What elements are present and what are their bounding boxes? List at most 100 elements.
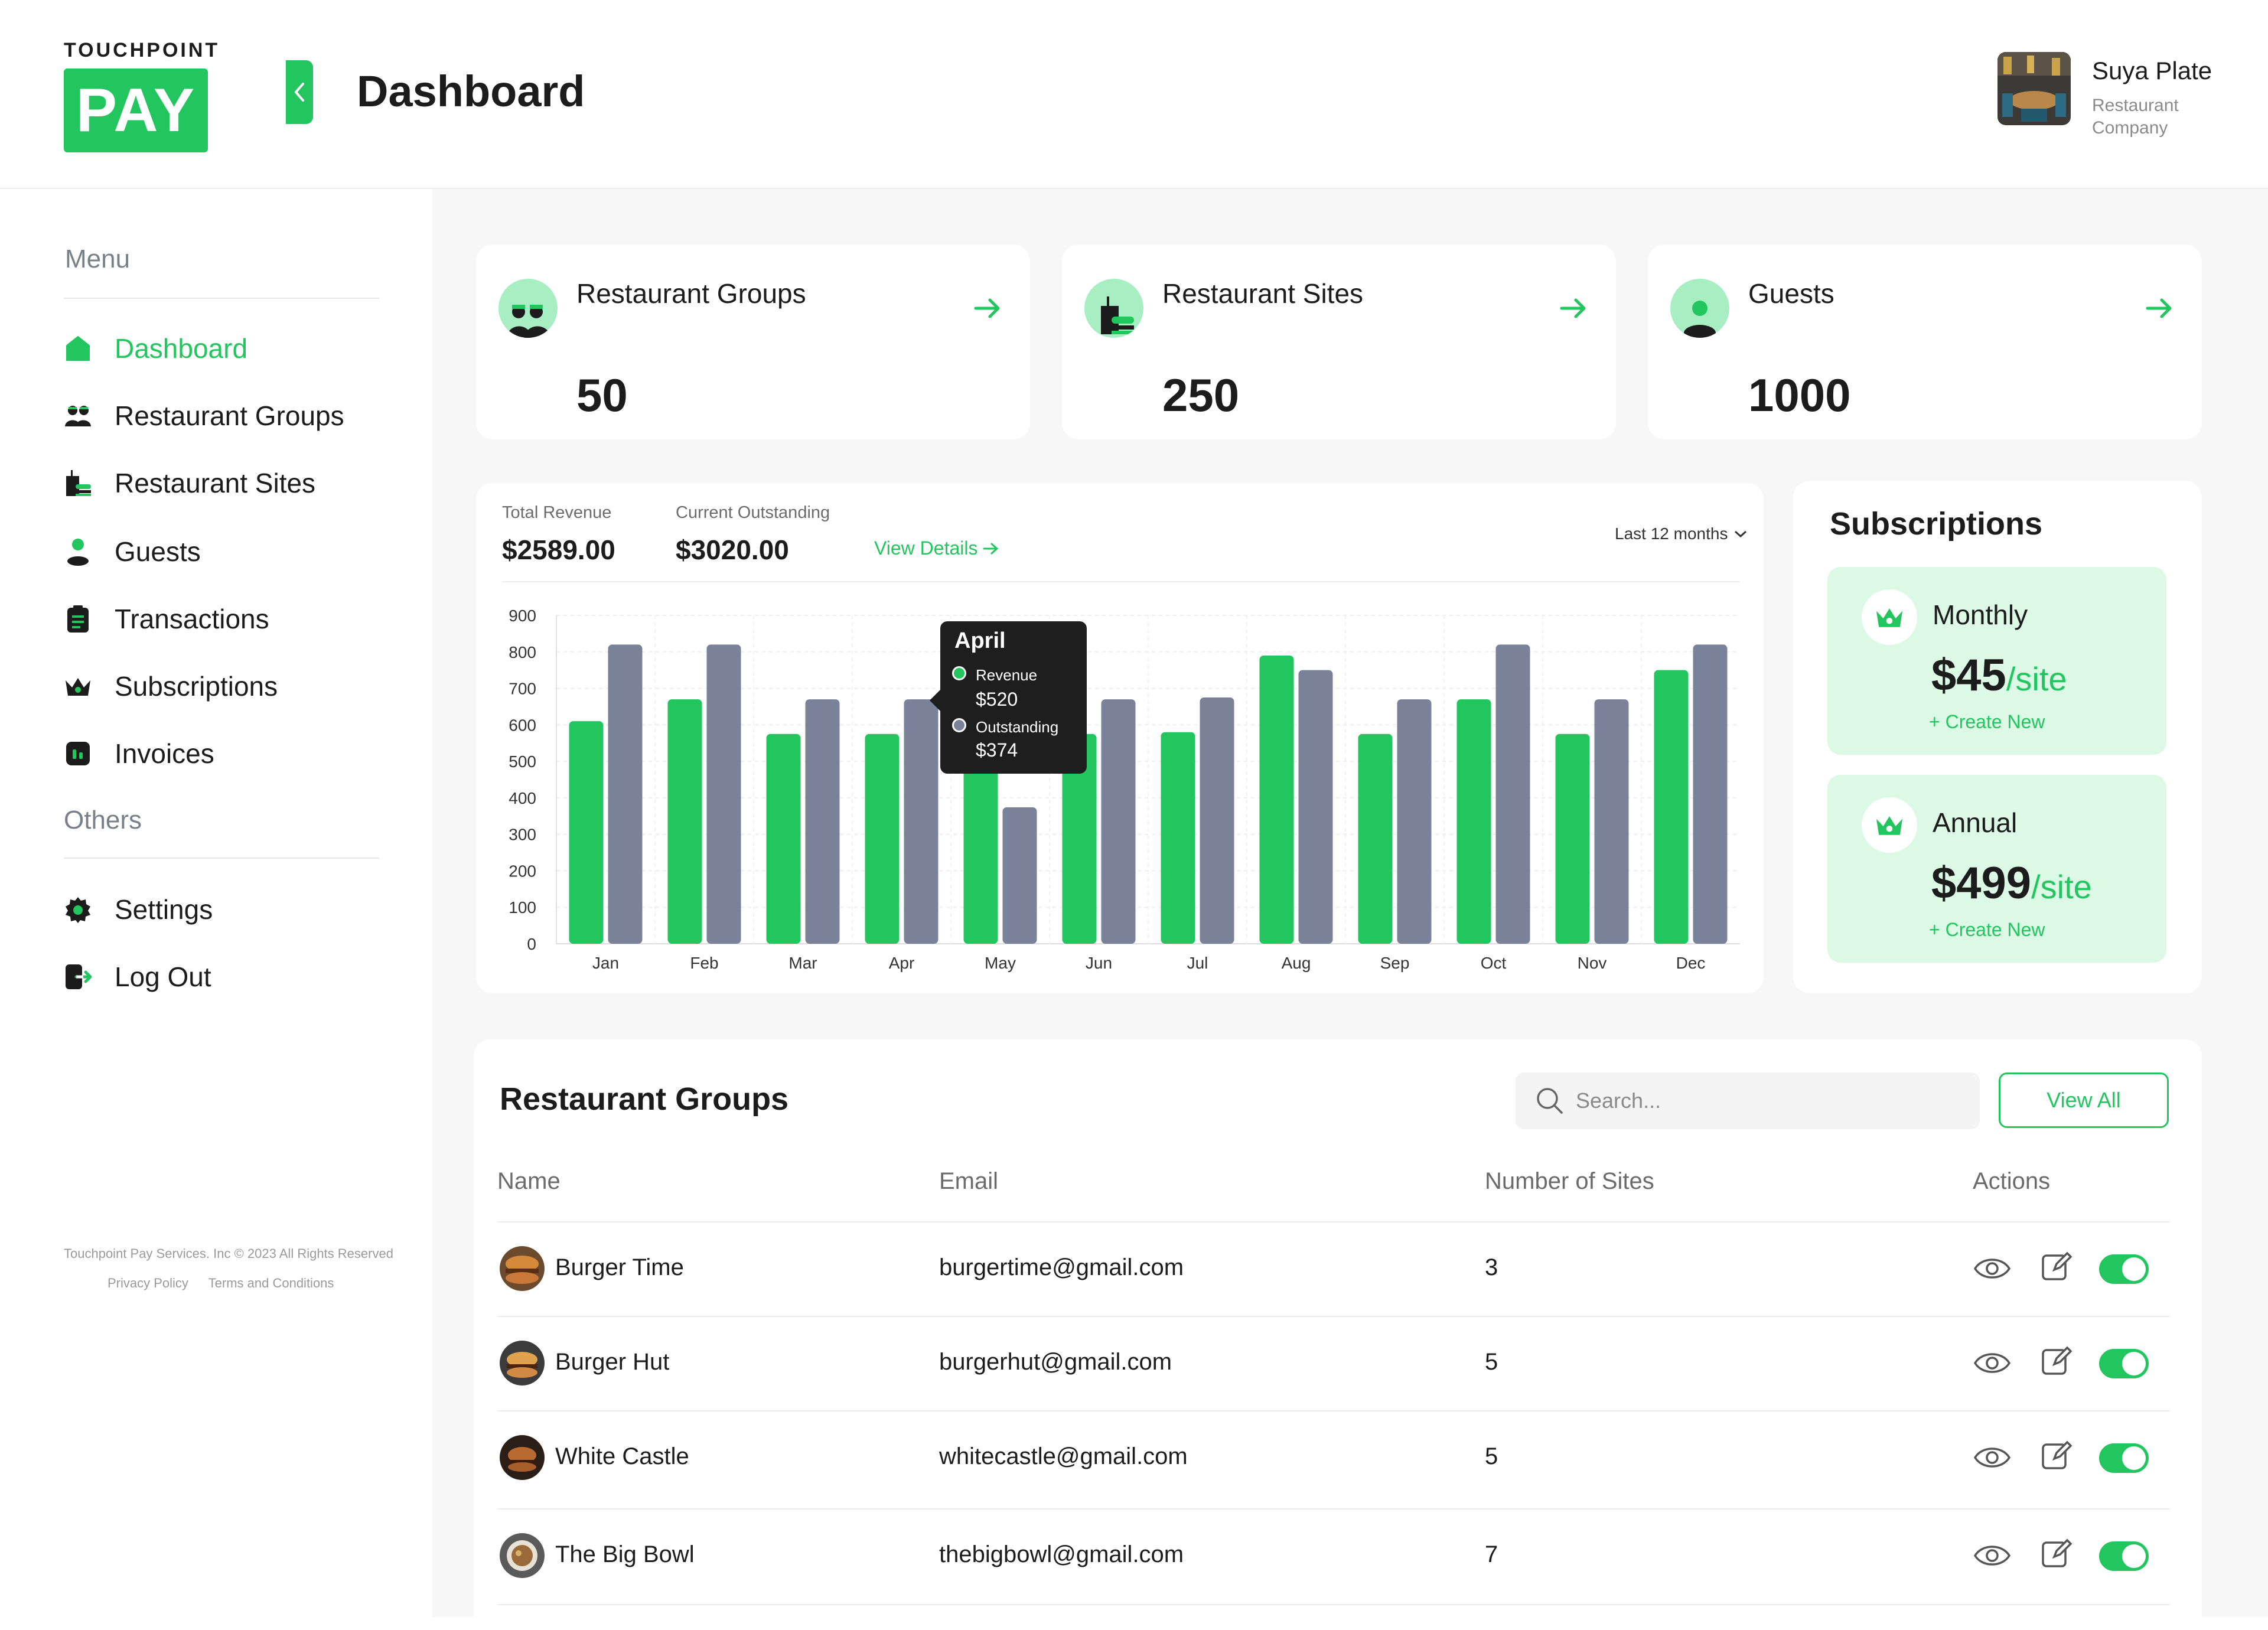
row-name: The Big Bowl <box>555 1541 695 1567</box>
status-toggle[interactable] <box>2099 1541 2149 1571</box>
bar-outstanding-mar <box>805 699 840 944</box>
sidebar-item-dashboard[interactable]: Dashboard <box>64 325 247 372</box>
sidebar-item-transactions[interactable]: Transactions <box>64 595 269 643</box>
x-tick-label: Jul <box>1187 954 1208 972</box>
outstanding-value: $3020.00 <box>676 534 789 565</box>
row-sites: 5 <box>1485 1349 1498 1375</box>
status-toggle[interactable] <box>2099 1443 2149 1473</box>
edit-icon[interactable] <box>2040 1437 2074 1472</box>
status-toggle[interactable] <box>2099 1349 2149 1378</box>
view-details-link[interactable]: View Details <box>874 537 1000 559</box>
bar-revenue-apr <box>865 734 900 944</box>
sidebar-item-settings[interactable]: Settings <box>64 886 213 933</box>
bar-outstanding-sep <box>1397 699 1432 944</box>
bar-revenue-nov <box>1555 734 1590 944</box>
stat-card-restaurant-groups[interactable]: Restaurant Groups 50 <box>476 244 1030 439</box>
date-range-value: Last 12 months <box>1615 524 1728 543</box>
edit-icon[interactable] <box>2040 1536 2074 1570</box>
sidebar-item-label: Log Out <box>115 961 211 992</box>
sidebar-item-subscriptions[interactable]: Subscriptions <box>64 663 278 710</box>
user-avatar[interactable] <box>1997 52 2071 125</box>
stat-value: 50 <box>576 369 628 421</box>
eye-icon[interactable] <box>1973 1347 2012 1380</box>
tooltip-pointer <box>930 690 940 711</box>
arrow-right-icon[interactable] <box>1557 292 1590 325</box>
stat-label: Guests <box>1748 278 1834 309</box>
sidebar-item-restaurant-groups[interactable]: Restaurant Groups <box>64 392 344 439</box>
eye-icon[interactable] <box>1973 1252 2012 1285</box>
create-new-monthly-button[interactable]: + Create New <box>1929 711 2045 732</box>
bar-revenue-sep <box>1358 734 1393 944</box>
plan-monthly[interactable]: Monthly $45/site + Create New <box>1827 567 2166 755</box>
divider <box>64 858 379 859</box>
arrow-right-icon[interactable] <box>971 292 1004 325</box>
bar-outstanding-dec <box>1693 644 1728 944</box>
revenue-chart-card: Total Revenue $2589.00 Current Outstandi… <box>476 483 1764 993</box>
brand-logo[interactable]: PAY <box>64 69 208 152</box>
column-header-actions: Actions <box>1973 1168 2051 1194</box>
row-name: Burger Hut <box>555 1349 670 1375</box>
bar-outstanding-may <box>1002 807 1037 944</box>
row-email: burgertime@gmail.com <box>939 1254 1184 1280</box>
search-input[interactable] <box>1575 1088 1931 1114</box>
stat-card-guests[interactable]: Guests 1000 <box>1648 244 2202 439</box>
terms-link[interactable]: Terms and Conditions <box>208 1276 334 1290</box>
row-avatar <box>500 1533 545 1578</box>
footer-links: Privacy Policy Terms and Conditions <box>107 1276 350 1291</box>
table-row[interactable]: Burger Time burgertime@gmail.com 3 <box>497 1221 2170 1317</box>
row-email: burgerhut@gmail.com <box>939 1349 1172 1375</box>
bar-revenue-jun <box>1062 734 1097 944</box>
eye-icon[interactable] <box>1973 1539 2012 1572</box>
restaurant-groups-title: Restaurant Groups <box>500 1081 789 1117</box>
edit-icon[interactable] <box>2040 1248 2074 1283</box>
sidebar-item-invoices[interactable]: Invoices <box>64 730 214 777</box>
bar-revenue-oct <box>1456 699 1491 944</box>
table-row[interactable]: The Big Bowl thebigbowl@gmail.com 7 <box>497 1508 2170 1605</box>
top-header: TOUCHPOINT PAY Dashboard Suya Plate Rest… <box>0 0 2268 189</box>
bar-revenue-may <box>963 754 998 944</box>
plan-price-unit: /site <box>2006 660 2067 697</box>
bar-outstanding-jan <box>608 644 643 944</box>
tooltip-title: April <box>954 628 1006 653</box>
create-new-label: Create New <box>1945 919 2045 940</box>
status-toggle[interactable] <box>2099 1254 2149 1284</box>
food-icon <box>64 469 92 497</box>
toggle-knob <box>2122 1257 2146 1281</box>
brand-wordmark: TOUCHPOINT <box>64 39 220 61</box>
outstanding-legend-dot <box>952 718 966 732</box>
table-row[interactable]: White Castle whitecastle@gmail.com 5 <box>497 1410 2170 1506</box>
revenue-legend-dot <box>952 666 966 680</box>
eye-icon[interactable] <box>1973 1441 2012 1474</box>
row-name: Burger Time <box>555 1254 684 1280</box>
sidebar-item-logout[interactable]: Log Out <box>64 953 211 1000</box>
edit-icon[interactable] <box>2040 1343 2074 1377</box>
y-tick-label: 900 <box>509 607 536 625</box>
page-title: Dashboard <box>357 67 585 116</box>
x-tick-label: Jan <box>592 954 619 972</box>
bar-revenue-aug <box>1259 655 1294 944</box>
x-tick-label: May <box>985 954 1016 972</box>
stat-card-restaurant-sites[interactable]: Restaurant Sites 250 <box>1062 244 1616 439</box>
privacy-policy-link[interactable]: Privacy Policy <box>107 1276 188 1290</box>
view-all-button[interactable]: View All <box>1999 1072 2169 1128</box>
search-box[interactable] <box>1516 1072 1980 1129</box>
row-avatar <box>500 1435 545 1480</box>
plan-annual[interactable]: Annual $499/site + Create New <box>1827 775 2166 963</box>
column-header-name: Name <box>497 1168 561 1194</box>
sidebar-item-guests[interactable]: Guests <box>64 528 201 575</box>
y-tick-label: 400 <box>509 789 536 807</box>
arrow-right-icon[interactable] <box>2143 292 2176 325</box>
table-row[interactable]: Burger Hut burgerhut@gmail.com 5 <box>497 1316 2170 1411</box>
row-avatar <box>500 1341 545 1386</box>
revenue-bar-chart: 0 100 200 300 400 500 600 700 800 900 Jan Feb Mar Apr… <box>509 607 1740 972</box>
collapse-sidebar-button[interactable] <box>286 60 313 124</box>
create-new-annual-button[interactable]: + Create New <box>1929 919 2045 940</box>
plan-price: $45/site <box>1931 650 2067 701</box>
sidebar-item-restaurant-sites[interactable]: Restaurant Sites <box>64 459 315 507</box>
date-range-dropdown[interactable]: Last 12 months <box>1615 524 1748 543</box>
row-email: thebigbowl@gmail.com <box>939 1541 1184 1567</box>
bar-revenue-dec <box>1654 670 1689 944</box>
bar-outstanding-jul <box>1200 697 1234 944</box>
row-sites: 7 <box>1485 1541 1498 1567</box>
crown-icon <box>64 672 92 700</box>
